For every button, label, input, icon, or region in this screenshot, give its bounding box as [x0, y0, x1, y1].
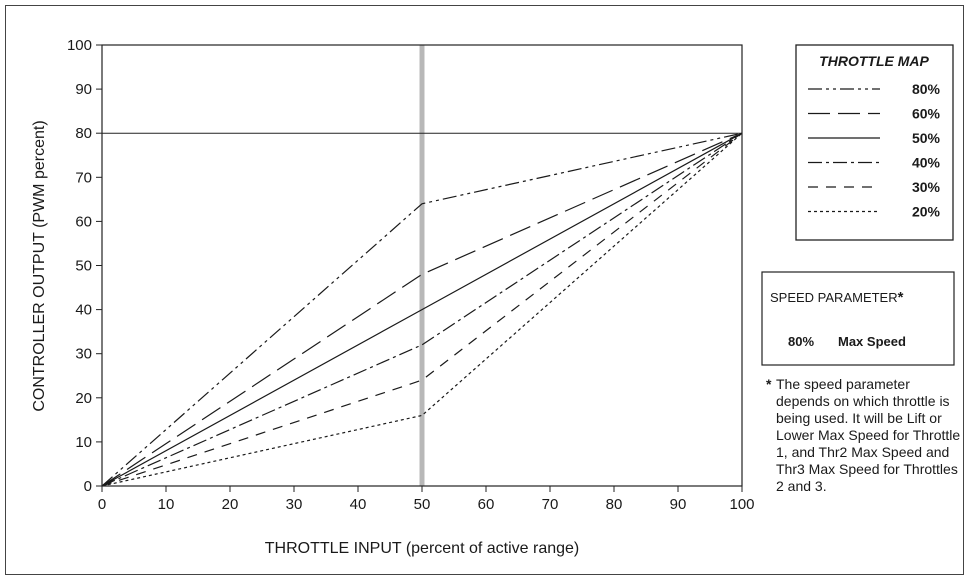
y-axis-title: CONTROLLER OUTPUT (PWM percent)	[31, 120, 48, 411]
legend: THROTTLE MAP 80% 60% 50% 40% 30% 20%	[795, 44, 954, 241]
footnote: * The speed parameter depends on which t…	[766, 376, 966, 495]
y-tick-label: 30	[75, 346, 92, 363]
series-line-20pct	[101, 132, 743, 487]
x-tick-label: 10	[158, 496, 175, 513]
series-line-30pct	[101, 132, 743, 487]
x-tick-label: 30	[286, 496, 303, 513]
speed-box-frame	[761, 271, 955, 366]
legend-label-50pct: 50%	[912, 130, 941, 146]
speed-parameter-box: SPEED PARAMETER* 80% Max Speed	[761, 271, 955, 366]
x-tick-label: 80	[606, 496, 623, 513]
speed-box-title: SPEED PARAMETER*	[770, 289, 904, 306]
series-line-60pct	[101, 132, 743, 487]
footnote-text: The speed parameter depends on which thr…	[776, 376, 961, 494]
legend-label-60pct: 60%	[912, 106, 941, 122]
legend-label-40pct: 40%	[912, 155, 941, 171]
speed-box-value: 80%	[788, 334, 814, 349]
y-tick-label: 20	[75, 390, 92, 407]
y-tick-label: 70	[75, 169, 92, 186]
footnote-marker: *	[766, 376, 772, 392]
legend-label-30pct: 30%	[912, 179, 941, 195]
y-tick-label: 100	[67, 37, 92, 54]
legend-label-20pct: 20%	[912, 204, 941, 220]
x-tick-label: 100	[729, 496, 754, 513]
x-tick-label: 60	[478, 496, 495, 513]
x-tick-label: 90	[670, 496, 687, 513]
x-tick-label: 50	[414, 496, 431, 513]
y-tick-label: 10	[75, 434, 92, 451]
speed-box-label: Max Speed	[838, 334, 906, 349]
x-tick-label: 70	[542, 496, 559, 513]
y-tick-label: 40	[75, 302, 92, 319]
series-line-50pct	[101, 132, 743, 487]
y-tick-label: 80	[75, 125, 92, 142]
y-tick-label: 50	[75, 258, 92, 275]
x-tick-label: 0	[98, 496, 106, 513]
legend-box	[795, 44, 954, 241]
y-tick-label: 0	[84, 478, 92, 495]
x-axis-title: THROTTLE INPUT (percent of active range)	[265, 540, 579, 557]
x-tick-label: 20	[222, 496, 239, 513]
y-tick-label: 90	[75, 81, 92, 98]
legend-label-80pct: 80%	[912, 81, 941, 97]
legend-title: THROTTLE MAP	[819, 53, 929, 69]
series-line-40pct	[101, 132, 743, 487]
x-tick-label: 40	[350, 496, 367, 513]
y-tick-label: 60	[75, 213, 92, 230]
series-line-80pct	[101, 132, 743, 487]
